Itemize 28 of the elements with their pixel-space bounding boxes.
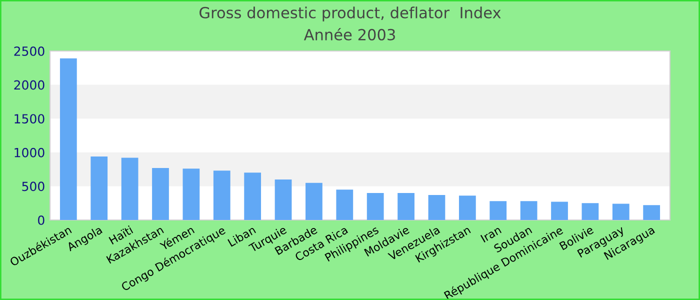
bar xyxy=(643,205,660,220)
y-tick-label: 0 xyxy=(38,215,44,225)
y-tick-label: 2000 xyxy=(14,80,44,90)
bar xyxy=(458,196,476,220)
bar xyxy=(274,179,292,220)
bar xyxy=(121,158,138,220)
y-tick-label: 1000 xyxy=(14,148,44,158)
bar xyxy=(152,168,169,220)
bar xyxy=(520,201,538,220)
bar xyxy=(182,168,200,220)
bar xyxy=(90,156,108,220)
y-tick-label: 500 xyxy=(22,182,44,192)
bar xyxy=(306,182,322,220)
bar xyxy=(213,170,230,220)
chart-subtitle: Année 2003 xyxy=(304,28,395,40)
bar xyxy=(551,202,568,220)
bar xyxy=(398,192,414,220)
bar xyxy=(490,201,507,220)
y-tick-label: 1500 xyxy=(14,114,44,124)
bar xyxy=(612,204,630,220)
bar xyxy=(60,58,77,220)
bar xyxy=(336,190,354,220)
chart-title: Gross domestic product, deflator Index xyxy=(200,6,501,22)
bar xyxy=(582,203,599,220)
bar xyxy=(366,192,384,220)
y-tick-label: 2500 xyxy=(14,46,44,56)
bar xyxy=(428,194,446,220)
bar xyxy=(244,172,262,220)
